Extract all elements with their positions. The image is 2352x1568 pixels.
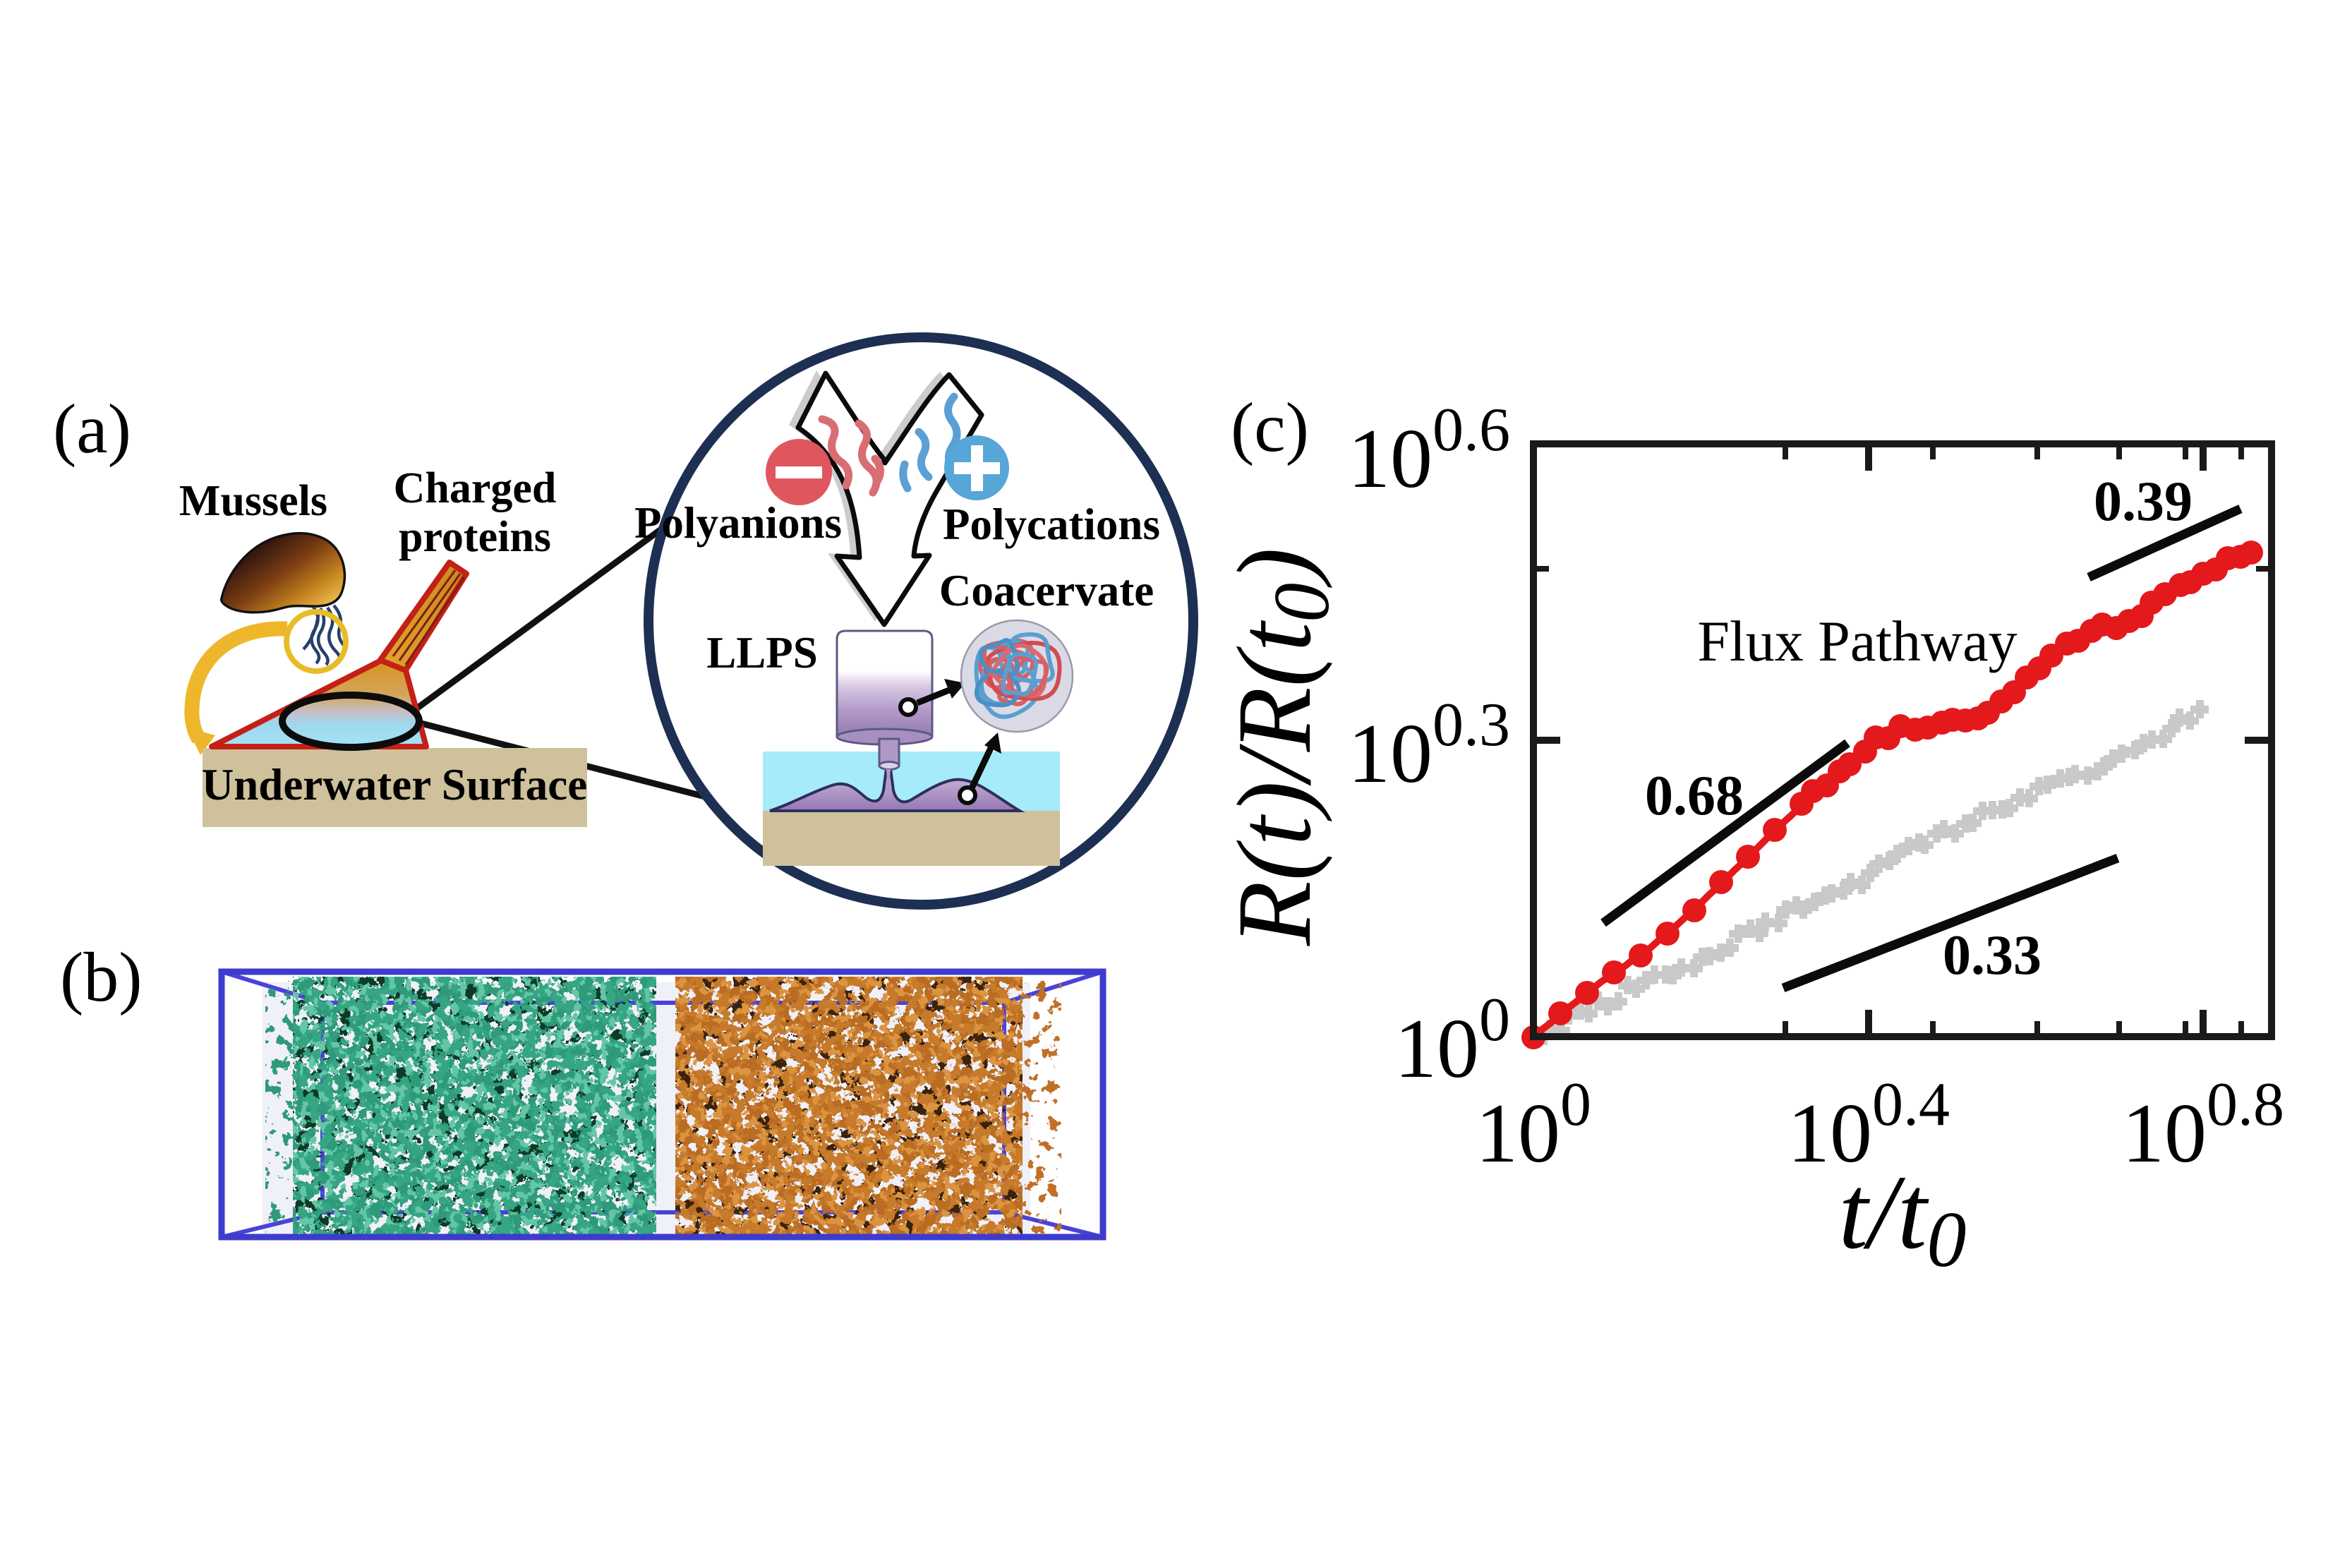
svg-text:100.3: 100.3 bbox=[1348, 691, 1510, 800]
svg-text:(b): (b) bbox=[60, 938, 143, 1016]
svg-text:Polyanions: Polyanions bbox=[634, 498, 842, 548]
svg-text:Flux Pathway: Flux Pathway bbox=[1697, 609, 2017, 673]
svg-text:LLPS: LLPS bbox=[706, 628, 818, 677]
svg-text:(c): (c) bbox=[1231, 388, 1309, 466]
svg-text:100.6: 100.6 bbox=[1348, 396, 1510, 505]
svg-text:0.33: 0.33 bbox=[1943, 924, 2042, 987]
svg-text:Polycations: Polycations bbox=[943, 500, 1160, 549]
svg-text:100: 100 bbox=[1476, 1071, 1591, 1180]
svg-text:Coacervate: Coacervate bbox=[939, 566, 1154, 615]
svg-text:Charged: Charged bbox=[394, 464, 557, 512]
svg-text:0.68: 0.68 bbox=[1645, 765, 1744, 827]
svg-text:0.39: 0.39 bbox=[2094, 471, 2193, 533]
svg-text:proteins: proteins bbox=[399, 513, 551, 561]
svg-text:100.4: 100.4 bbox=[1787, 1071, 1950, 1180]
svg-text:Mussels: Mussels bbox=[179, 477, 327, 525]
svg-text:(a): (a) bbox=[53, 390, 131, 468]
svg-text:Underwater Surface: Underwater Surface bbox=[202, 760, 587, 809]
